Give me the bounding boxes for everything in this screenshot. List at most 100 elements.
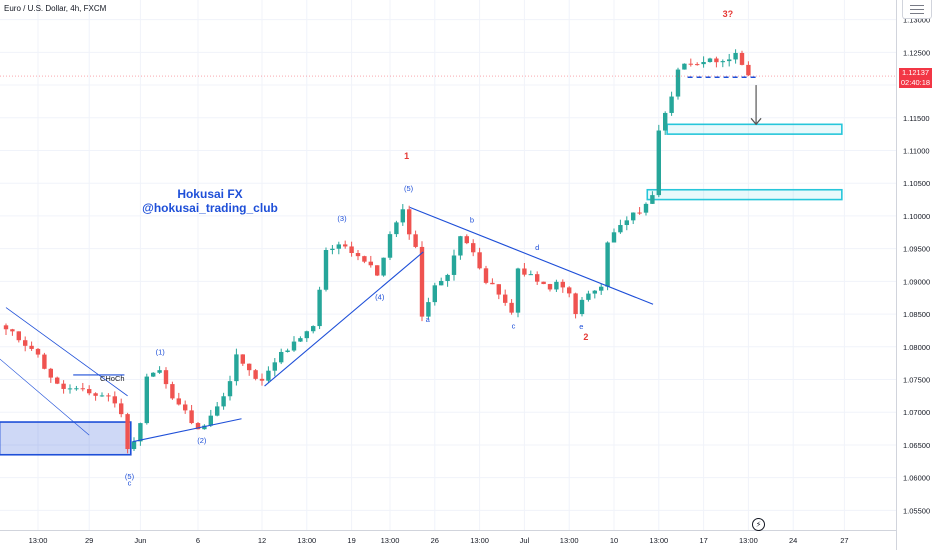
lightning-icon[interactable]: ⚡ <box>752 518 765 531</box>
candle-body <box>55 377 60 384</box>
time-tick-label: 13:00 <box>470 536 489 545</box>
candle-body <box>317 289 322 327</box>
candle-body <box>23 340 28 346</box>
candle-body <box>80 388 85 390</box>
symbol-title[interactable]: Euro / U.S. Dollar, 4h, FXCM <box>4 4 107 13</box>
candle-body <box>48 368 53 378</box>
candle-body <box>400 209 405 223</box>
candle-body <box>323 250 329 290</box>
candle-body <box>67 388 73 390</box>
candle-body <box>624 220 629 226</box>
candle-body <box>375 265 380 276</box>
candle-body <box>451 255 457 275</box>
price-tick-label: 1.12500 <box>903 48 930 57</box>
time-tick-label: 17 <box>699 536 707 545</box>
wave-label: d <box>535 243 539 252</box>
candle-body <box>16 331 21 341</box>
trendline <box>409 206 654 305</box>
candle-body <box>663 112 668 131</box>
candle-body <box>279 351 284 363</box>
candle-body <box>291 341 297 351</box>
candle-body <box>490 282 495 285</box>
candle-body <box>707 58 713 63</box>
price-tick-label: 1.07000 <box>903 408 930 417</box>
candle-body <box>477 252 482 269</box>
candle-body <box>349 246 354 254</box>
price-tick-label: 1.11000 <box>903 146 930 155</box>
wave-label: 3? <box>723 9 734 19</box>
wave-label: c <box>128 479 132 488</box>
candle-body <box>695 64 700 66</box>
bar-countdown: 02:40:18 <box>900 78 931 88</box>
candle-body <box>311 326 316 332</box>
grid <box>0 0 896 530</box>
candle-body <box>592 290 597 294</box>
candle-body <box>611 232 617 243</box>
trendline <box>0 358 90 436</box>
price-tick-label: 1.09000 <box>903 277 930 286</box>
candle-body <box>509 302 514 313</box>
candle-body <box>394 222 399 235</box>
demand-zone <box>0 421 132 456</box>
price-tick-label: 1.05500 <box>903 506 930 515</box>
price-tick-label: 1.08000 <box>903 343 930 352</box>
candle-body <box>573 293 578 315</box>
candle-body <box>202 425 207 430</box>
target-zone <box>646 188 843 201</box>
wave-label: 2 <box>583 332 588 342</box>
candle-body <box>93 393 98 396</box>
candle-body <box>343 244 348 247</box>
candle-body <box>432 285 437 303</box>
price-axis-bg <box>896 0 932 550</box>
time-axis[interactable]: 13:00 29 Jun 6 12 13:00 19 13:00 26 13:00 Jul 13:00… <box>0 530 896 546</box>
price-tick-label: 1.10500 <box>903 179 930 188</box>
candle-body <box>87 389 92 394</box>
candle-body <box>419 246 425 317</box>
wave-label: (4) <box>375 293 385 302</box>
time-tick-label: 27 <box>840 536 848 545</box>
candle-body <box>650 195 655 204</box>
candle-body <box>381 257 386 276</box>
time-tick-label: 13:00 <box>649 536 668 545</box>
price-tick-label: 1.06500 <box>903 441 930 450</box>
time-tick-label: 29 <box>85 536 93 545</box>
price-tick-label: 1.11500 <box>903 114 930 123</box>
candle-body <box>208 415 213 426</box>
candle-body <box>528 274 533 276</box>
candle-body <box>221 396 226 407</box>
candle-body <box>599 286 604 291</box>
candle-body <box>515 268 521 313</box>
candle-body <box>304 331 309 339</box>
candle-body <box>567 287 572 294</box>
price-tick-label: 1.06000 <box>903 474 930 483</box>
candle-body <box>535 274 540 282</box>
candle-body <box>541 281 546 285</box>
candle-body <box>362 256 367 262</box>
candle-body <box>35 348 41 355</box>
candle-body <box>413 234 418 247</box>
candle-body <box>74 388 79 390</box>
price-tick-label: 1.13000 <box>903 16 930 25</box>
candle-body <box>42 354 47 369</box>
time-tick-label: 13:00 <box>739 536 758 545</box>
wave-label: (5) <box>125 472 135 481</box>
candle-body <box>195 423 201 430</box>
price-tick-label: 1.09500 <box>903 245 930 254</box>
candle-body <box>336 244 341 249</box>
time-tick-label: 6 <box>196 536 200 545</box>
time-tick-label: 10 <box>610 536 618 545</box>
candle-body <box>234 354 239 382</box>
wave-label: (2) <box>197 436 207 445</box>
time-tick-label: 13:00 <box>297 536 316 545</box>
candle-body <box>215 406 220 416</box>
candle-body <box>727 59 732 62</box>
trendline <box>5 307 128 397</box>
target-zone <box>666 123 843 135</box>
wave-label: (1) <box>156 348 166 357</box>
candle-body <box>656 130 661 196</box>
candle-body <box>298 338 303 342</box>
watermark-line1: Hokusai FX <box>177 187 243 201</box>
menu-icon[interactable] <box>902 0 932 19</box>
